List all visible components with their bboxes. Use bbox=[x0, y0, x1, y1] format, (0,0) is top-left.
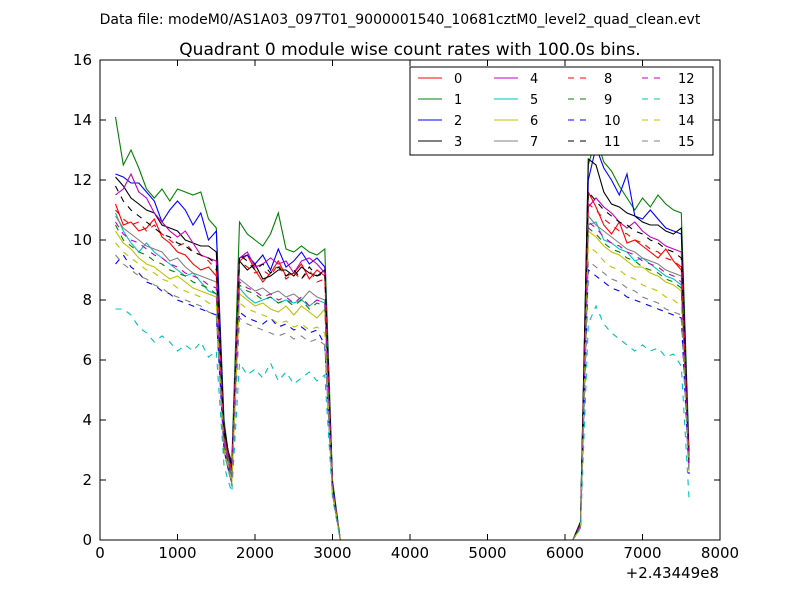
y-tick-label: 2 bbox=[82, 471, 92, 489]
series-line-1 bbox=[114, 116, 690, 540]
legend-label-9: 9 bbox=[604, 93, 612, 108]
x-tick-label: 7000 bbox=[623, 544, 661, 562]
x-tick-label: 1000 bbox=[158, 544, 196, 562]
y-tick-label: 4 bbox=[82, 411, 92, 429]
series-line-15 bbox=[115, 254, 690, 540]
series-line-0 bbox=[114, 191, 690, 540]
legend-label-2: 2 bbox=[454, 114, 462, 129]
chart-title: Quadrant 0 module wise count rates with … bbox=[179, 40, 640, 60]
legend-label-4: 4 bbox=[530, 72, 538, 87]
legend-label-6: 6 bbox=[530, 114, 538, 129]
legend-label-0: 0 bbox=[454, 72, 462, 87]
y-tick-label: 10 bbox=[73, 231, 92, 249]
legend-label-8: 8 bbox=[604, 72, 612, 87]
y-tick-label: 14 bbox=[73, 111, 92, 129]
series-line-6 bbox=[115, 229, 690, 540]
y-tick-label: 6 bbox=[82, 351, 92, 369]
axes-layer: 0 1000 2000 3000 4000 5000 6000 7000 80000246810… bbox=[73, 51, 739, 562]
legend-label-11: 11 bbox=[604, 135, 621, 150]
x-offset-label: +2.43449e8 bbox=[626, 564, 719, 582]
series-line-3 bbox=[115, 157, 690, 540]
figure-suptitle: Data file: modeM0/AS1A03_097T01_90000015… bbox=[100, 12, 701, 28]
x-tick-label: 5000 bbox=[468, 544, 506, 562]
legend-label-1: 1 bbox=[454, 93, 462, 108]
legend-label-3: 3 bbox=[454, 135, 462, 150]
legend-label-15: 15 bbox=[678, 135, 695, 150]
x-tick-label: 4000 bbox=[391, 544, 429, 562]
y-tick-label: 16 bbox=[73, 51, 92, 69]
x-tick-label: 3000 bbox=[313, 544, 351, 562]
legend-label-13: 13 bbox=[678, 93, 695, 108]
series-line-9 bbox=[115, 224, 690, 540]
y-tick-label: 8 bbox=[82, 291, 92, 309]
series-line-10 bbox=[115, 254, 690, 540]
legend-label-10: 10 bbox=[604, 114, 621, 129]
series-line-12 bbox=[115, 220, 690, 540]
series-line-11 bbox=[115, 185, 690, 540]
legend-label-12: 12 bbox=[678, 72, 695, 87]
series-line-13 bbox=[115, 304, 690, 540]
series-line-14 bbox=[115, 242, 690, 540]
x-tick-label: 6000 bbox=[546, 544, 584, 562]
series-line-8 bbox=[115, 202, 690, 540]
legend-box bbox=[409, 66, 714, 156]
series-line-5 bbox=[114, 212, 690, 540]
plot-area-frame bbox=[99, 59, 721, 541]
legend-label-7: 7 bbox=[530, 135, 538, 150]
legend-label-14: 14 bbox=[678, 114, 695, 129]
x-tick-label: 2000 bbox=[236, 544, 274, 562]
series-line-4 bbox=[115, 172, 690, 540]
y-tick-label: 12 bbox=[73, 171, 92, 189]
y-tick-label: 0 bbox=[82, 531, 92, 549]
series-line-7 bbox=[115, 214, 690, 540]
series-layer bbox=[114, 116, 690, 540]
x-tick-label: 8000 bbox=[701, 544, 739, 562]
x-tick-label: 0 bbox=[95, 544, 105, 562]
legend-label-5: 5 bbox=[530, 93, 538, 108]
series-line-2 bbox=[115, 145, 690, 540]
